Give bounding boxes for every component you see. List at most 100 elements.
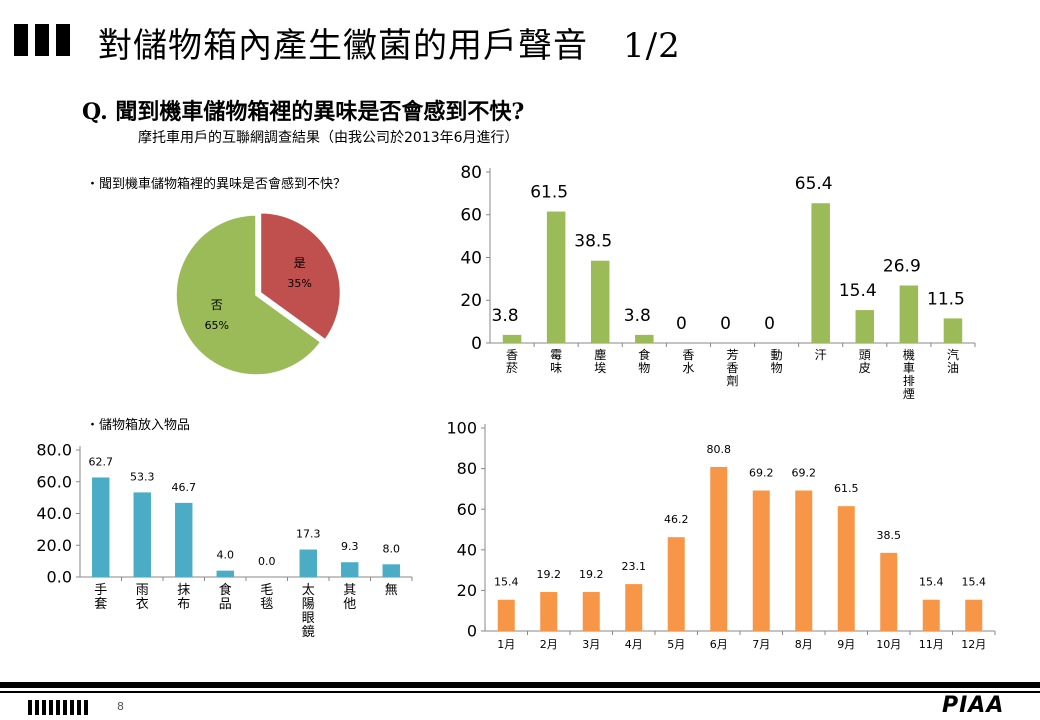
x-category-label: 頭皮 [859,348,871,375]
x-category-label: 食物 [638,347,650,375]
pie-slice [175,214,322,376]
y-tick-label: 40.0 [36,504,72,523]
bar [880,552,898,631]
x-category-label: 2月 [540,638,558,651]
x-category-label: 香菸 [506,348,518,375]
bar-value-label: 80.8 [707,443,732,456]
x-category-label: 11月 [919,638,944,651]
pie-slice-value-label: 35% [287,277,311,290]
y-tick-label: 0 [471,334,482,354]
bar [341,562,359,577]
x-category-label: 機車排煙 [903,347,915,401]
pie-slice [259,211,342,341]
x-category-label: 8月 [795,638,813,651]
bar-value-label: 53.3 [130,470,155,483]
x-category-label: 7月 [752,638,770,651]
bar [540,592,558,631]
x-category-label: 塵埃 [594,347,606,375]
pie-slice-label: 是 [294,256,306,270]
y-tick-label: 40 [457,540,477,559]
bar-value-label: 65.4 [795,174,833,194]
bar [811,203,830,343]
bar-value-label: 69.2 [792,467,817,480]
y-tick-label: 40 [460,248,482,268]
x-category-label: 5月 [667,638,685,651]
bar-value-label: 0 [764,314,775,334]
bar-value-label: 4.0 [217,549,235,562]
bar [299,549,317,577]
piaa-logo: PIAA [942,693,1005,718]
x-category-label: 3月 [582,638,600,651]
y-tick-label: 0.0 [47,568,72,587]
bar [667,537,685,631]
bar [133,492,151,577]
bar-value-label: 26.9 [883,257,921,277]
bar [752,490,770,631]
footer-rule [0,682,1040,688]
x-category-label: 芳香劑 [726,348,738,388]
x-category-label: 汽油 [947,347,959,375]
bar-value-label: 19.2 [537,568,562,581]
bar-value-label: 11.5 [927,289,965,309]
items-bar-chart: 0.0 20.0 40.0 60.0 80.0 62.7 手套 53.3 雨衣 46.7 抹布 4.0… [36,441,413,640]
x-category-label: 6月 [710,638,728,651]
bar [710,466,728,631]
x-category-label: 手套 [94,583,107,612]
x-category-label: 10月 [876,638,901,651]
y-tick-label: 60 [460,206,482,226]
y-tick-label: 80 [457,459,477,478]
bar-value-label: 23.1 [622,560,647,573]
bar [92,477,110,577]
bar [546,211,566,343]
x-category-label: 其他 [343,583,356,612]
y-tick-label: 60 [457,500,477,519]
x-category-label: 無 [385,583,398,598]
bar [922,599,940,631]
page-title: 對儲物箱內產生黴菌的用戶聲音 1/2 [98,26,681,66]
bar [625,584,643,631]
bar-value-label: 17.3 [296,528,321,541]
x-category-label: 1月 [497,638,515,651]
bar-value-label: 3.8 [492,306,519,326]
bar [965,599,983,631]
bar [837,506,855,631]
pie-chart: 是 35% 否 65% [175,211,342,376]
y-tick-label: 20.0 [36,536,72,555]
bar-value-label: 19.2 [579,568,604,581]
y-tick-label: 80 [460,163,482,183]
bar-value-label: 0 [676,314,687,334]
x-category-label: 9月 [837,638,855,651]
bar [943,318,963,343]
x-category-label: 12月 [961,638,986,651]
month-bar-chart: 0 20 40 60 80 100 15.4 1月 19.2 2月 19.2 3月 23.1 4月 46.2… [446,419,996,651]
bar-value-label: 0.0 [258,555,276,568]
y-tick-label: 80.0 [36,441,72,460]
bar-value-label: 15.4 [494,576,519,589]
footer-bars-decoration [28,700,88,715]
y-tick-label: 20 [460,291,482,311]
bar [582,592,600,631]
x-category-label: 4月 [625,638,643,651]
x-category-label: 抹布 [177,583,190,612]
bar-value-label: 61.5 [834,482,859,495]
bar-value-label: 38.5 [877,529,902,542]
pie-chart-note: ・聞到機車儲物箱裡的異味是否會感到不快？ [86,177,347,192]
survey-subtitle: 摩托車用戶的互聯網調查結果（由我公司於2013年6月進行） [138,130,519,146]
bar-value-label: 46.2 [664,513,689,526]
x-category-label: 雨衣 [136,583,149,612]
bar [382,564,400,577]
bar [795,490,813,631]
y-tick-label: 100 [446,419,477,438]
bar [502,334,522,343]
bar [899,285,919,343]
bar-value-label: 46.7 [172,481,197,494]
y-tick-label: 0 [467,622,477,641]
x-category-label: 動物 [771,348,783,375]
y-tick-label: 20 [457,581,477,600]
x-category-label: 太陽眼鏡 [302,583,315,640]
pie-slice-label: 否 [211,298,223,312]
x-category-label: 毛毯 [260,583,273,612]
bar [590,260,610,343]
bar-value-label: 9.3 [341,540,359,553]
items-chart-note: ・儲物箱放入物品 [86,418,191,433]
